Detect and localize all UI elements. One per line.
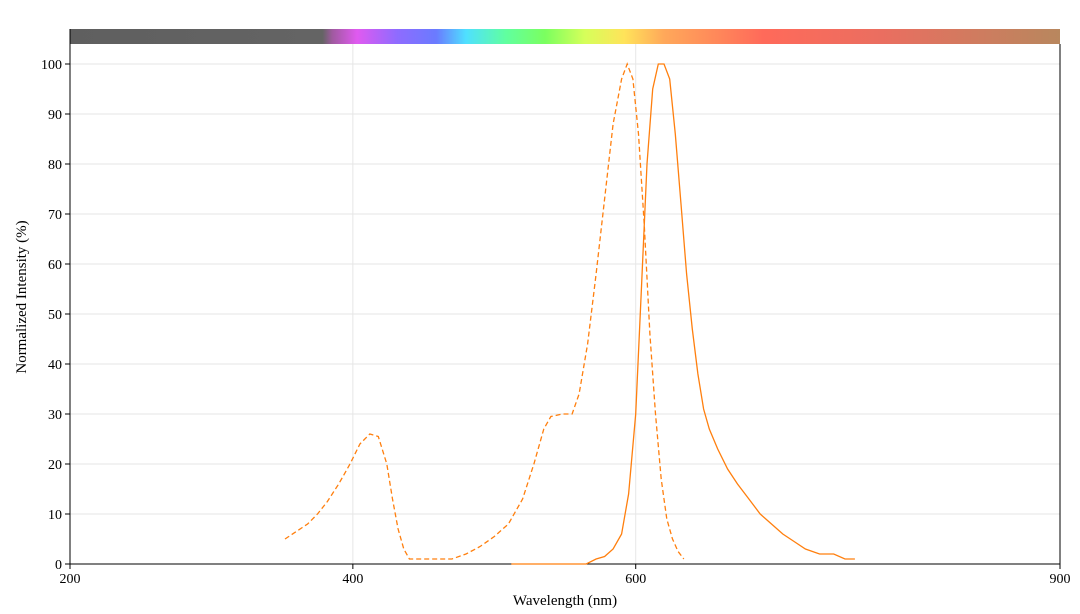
y-tick-label: 60 (48, 258, 62, 273)
x-axis-ticks: 200 400 600 900 (60, 564, 1071, 587)
grid-lines (69, 44, 1061, 565)
y-axis-ticks: 0 10 20 30 40 50 60 70 80 90 100 (41, 58, 70, 573)
y-tick-label: 70 (48, 208, 62, 223)
y-tick-label: 50 (48, 308, 62, 323)
y-tick-label: 40 (48, 358, 62, 373)
y-tick-label: 90 (48, 108, 62, 123)
x-tick-label: 200 (60, 572, 81, 587)
spectrum-color-bar (70, 29, 1060, 44)
y-tick-label: 100 (41, 58, 62, 73)
y-tick-label: 30 (48, 408, 62, 423)
y-tick-label: 20 (48, 458, 62, 473)
data-series (284, 62, 855, 565)
emission-spectrum-line (511, 63, 855, 565)
x-tick-label: 900 (1050, 572, 1071, 587)
x-axis-title: Wavelength (nm) (513, 593, 617, 609)
y-tick-label: 80 (48, 158, 62, 173)
excitation-spectrum-line (284, 62, 685, 560)
y-tick-label: 0 (55, 558, 62, 573)
y-tick-label: 10 (48, 508, 62, 523)
y-axis-title: Normalized Intensity (%) (14, 220, 30, 373)
x-tick-label: 400 (342, 572, 363, 587)
x-tick-label: 600 (625, 572, 646, 587)
axes (69, 29, 1061, 565)
